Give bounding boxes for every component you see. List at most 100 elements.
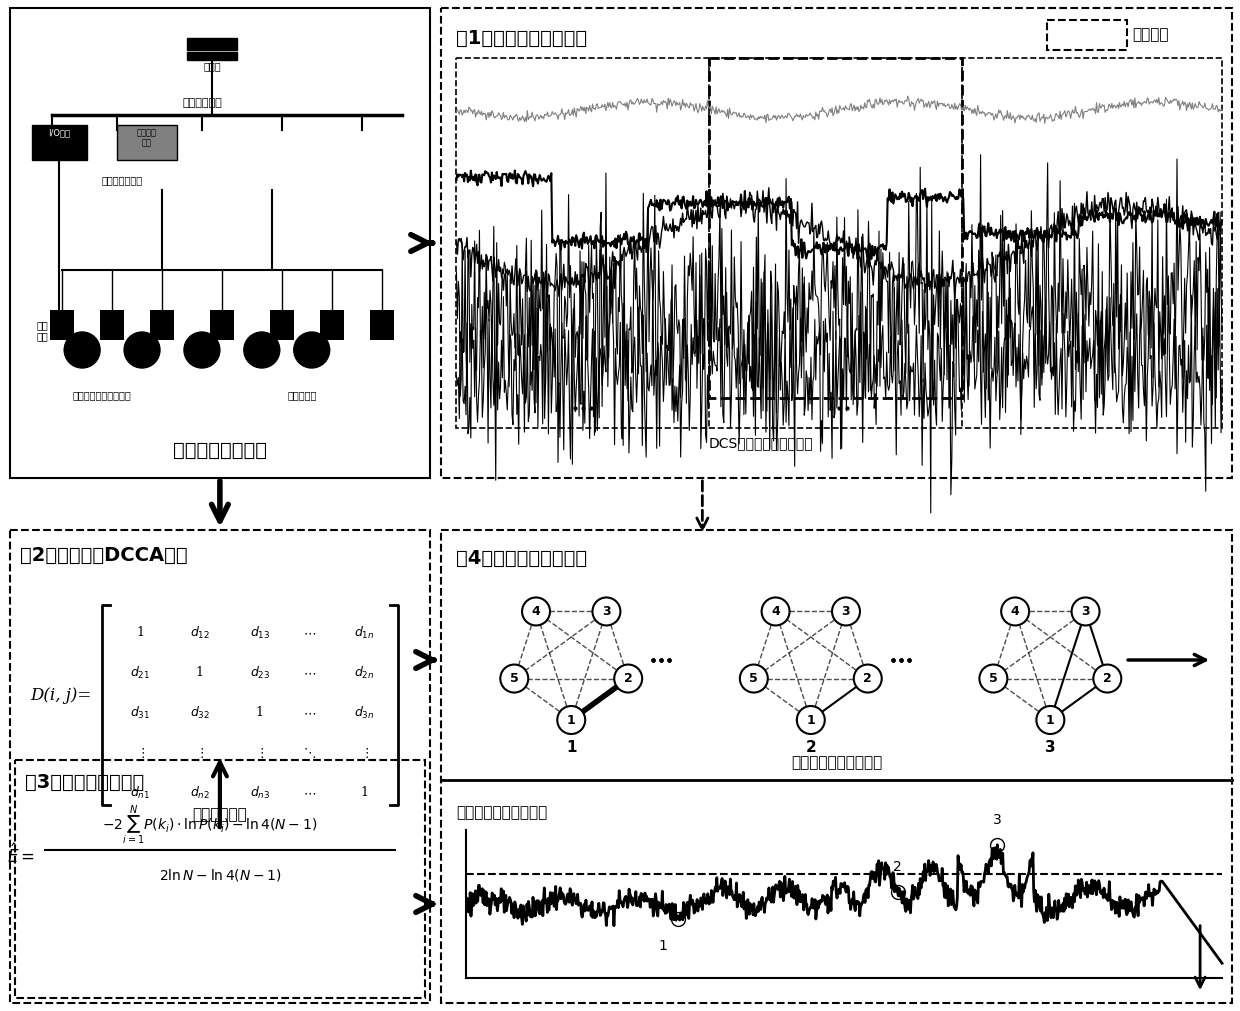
Text: （2）变量耦合DCCA分析: （2）变量耦合DCCA分析 bbox=[20, 546, 188, 564]
Text: 1: 1 bbox=[806, 714, 815, 727]
Text: $d_{2n}$: $d_{2n}$ bbox=[355, 665, 374, 681]
Text: $d_{1n}$: $d_{1n}$ bbox=[355, 625, 374, 641]
Circle shape bbox=[294, 332, 330, 368]
Text: 主控
服务器: 主控 服务器 bbox=[203, 50, 221, 72]
Bar bbox=[150, 310, 174, 340]
Text: （4）系统运行态势分析: （4）系统运行态势分析 bbox=[456, 549, 588, 567]
Text: $d_{23}$: $d_{23}$ bbox=[249, 665, 270, 681]
Bar bbox=[320, 310, 343, 340]
Text: 1: 1 bbox=[136, 627, 144, 640]
Circle shape bbox=[832, 598, 861, 626]
Text: $d_{21}$: $d_{21}$ bbox=[130, 665, 150, 681]
Circle shape bbox=[980, 664, 1007, 693]
Text: I/O单元: I/O单元 bbox=[48, 128, 71, 137]
Circle shape bbox=[614, 664, 642, 693]
Text: $d_{n2}$: $d_{n2}$ bbox=[190, 785, 210, 801]
Text: 3: 3 bbox=[842, 605, 851, 618]
Text: $\cdots$: $\cdots$ bbox=[304, 666, 316, 679]
Text: 分布控制
单元: 分布控制 单元 bbox=[138, 128, 157, 148]
Text: （1）变量筛选和预处理: （1）变量筛选和预处理 bbox=[456, 28, 588, 48]
Text: 2: 2 bbox=[863, 672, 872, 685]
Bar bbox=[117, 125, 177, 160]
Text: （3）网络结构熵分析: （3）网络结构熵分析 bbox=[25, 772, 145, 792]
Bar bbox=[100, 310, 124, 340]
Circle shape bbox=[593, 598, 620, 626]
Text: $\vdots$: $\vdots$ bbox=[196, 746, 205, 760]
Bar bbox=[187, 38, 237, 50]
Circle shape bbox=[1094, 664, 1121, 693]
Text: 3: 3 bbox=[1045, 740, 1055, 755]
Text: 1: 1 bbox=[567, 714, 575, 727]
Circle shape bbox=[64, 332, 100, 368]
Text: $d_{32}$: $d_{32}$ bbox=[190, 705, 210, 721]
Text: 1: 1 bbox=[361, 787, 368, 800]
Text: 2: 2 bbox=[624, 672, 632, 685]
Circle shape bbox=[854, 664, 882, 693]
Text: 现场智能仪表装置系统: 现场智能仪表装置系统 bbox=[73, 390, 131, 400]
Bar bbox=[441, 8, 1233, 478]
Bar bbox=[15, 760, 424, 998]
Text: 系统耦合网络拓扑演化: 系统耦合网络拓扑演化 bbox=[791, 755, 883, 770]
Text: $\vdots$: $\vdots$ bbox=[360, 746, 370, 760]
Text: 5: 5 bbox=[990, 672, 998, 685]
Text: 3: 3 bbox=[603, 605, 611, 618]
Text: 2: 2 bbox=[1102, 672, 1112, 685]
Text: $d_{n1}$: $d_{n1}$ bbox=[130, 785, 150, 801]
Text: $\vdots$: $\vdots$ bbox=[135, 746, 145, 760]
Bar bbox=[370, 310, 393, 340]
Circle shape bbox=[1037, 706, 1064, 734]
Text: 网络权重矩阵: 网络权重矩阵 bbox=[192, 808, 247, 823]
Bar bbox=[10, 8, 429, 478]
Text: 复杂工业监控系统: 复杂工业监控系统 bbox=[172, 441, 267, 460]
Text: 1: 1 bbox=[255, 707, 264, 720]
Text: $2\ln N - \ln 4(N-1)$: $2\ln N - \ln 4(N-1)$ bbox=[159, 867, 281, 883]
Text: $\hat{E}=$: $\hat{E}=$ bbox=[7, 843, 35, 866]
Text: 1: 1 bbox=[196, 666, 203, 679]
Circle shape bbox=[500, 664, 528, 693]
Text: 3: 3 bbox=[1081, 605, 1090, 618]
Text: D(i, j)=: D(i, j)= bbox=[30, 686, 92, 704]
Bar bbox=[187, 52, 237, 60]
Circle shape bbox=[184, 332, 219, 368]
Text: $\cdots$: $\cdots$ bbox=[304, 627, 316, 640]
Bar bbox=[441, 530, 1233, 1003]
Circle shape bbox=[761, 598, 790, 626]
Circle shape bbox=[124, 332, 160, 368]
Text: 1: 1 bbox=[658, 939, 667, 952]
Bar bbox=[1048, 20, 1127, 50]
Text: $d_{3n}$: $d_{3n}$ bbox=[355, 705, 374, 721]
Text: $\cdots$: $\cdots$ bbox=[304, 707, 316, 720]
Text: 滑动窗口: 滑动窗口 bbox=[1132, 27, 1168, 42]
Text: 4: 4 bbox=[1011, 605, 1019, 618]
Circle shape bbox=[740, 664, 768, 693]
Bar bbox=[456, 58, 1223, 428]
Text: 5: 5 bbox=[749, 672, 758, 685]
Circle shape bbox=[244, 332, 280, 368]
Text: $\cdots$: $\cdots$ bbox=[304, 787, 316, 800]
Circle shape bbox=[797, 706, 825, 734]
Text: 工业现场控制层: 工业现场控制层 bbox=[102, 175, 143, 185]
Text: 系统服役状态评估曲线: 系统服役状态评估曲线 bbox=[456, 805, 548, 820]
Text: $d_{31}$: $d_{31}$ bbox=[130, 705, 150, 721]
Bar bbox=[32, 125, 87, 160]
Circle shape bbox=[1071, 598, 1100, 626]
Text: 3: 3 bbox=[993, 813, 1002, 827]
Text: $d_{n3}$: $d_{n3}$ bbox=[249, 785, 270, 801]
Bar bbox=[10, 530, 429, 1003]
Text: 工业现场总线: 工业现场总线 bbox=[182, 98, 222, 108]
Text: $-2\sum_{i=1}^{N}P(k_i)\cdot\ln P(k_i)-\ln 4(N-1)$: $-2\sum_{i=1}^{N}P(k_i)\cdot\ln P(k_i)-\… bbox=[102, 803, 317, 847]
Text: 1: 1 bbox=[565, 740, 577, 755]
Text: 各执行机构: 各执行机构 bbox=[286, 390, 316, 400]
Text: 2: 2 bbox=[893, 860, 901, 875]
Text: 1: 1 bbox=[1047, 714, 1055, 727]
Circle shape bbox=[1001, 598, 1029, 626]
Text: $d_{13}$: $d_{13}$ bbox=[249, 625, 270, 641]
Text: 4: 4 bbox=[771, 605, 780, 618]
Bar bbox=[270, 310, 294, 340]
Text: $d_{12}$: $d_{12}$ bbox=[190, 625, 210, 641]
Text: 5: 5 bbox=[510, 672, 518, 685]
Bar bbox=[709, 58, 962, 398]
Bar bbox=[50, 310, 74, 340]
Text: $\ddots$: $\ddots$ bbox=[304, 746, 316, 760]
Circle shape bbox=[522, 598, 551, 626]
